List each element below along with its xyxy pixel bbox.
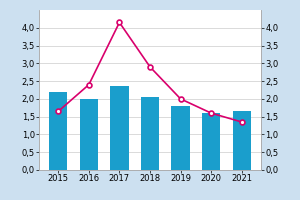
Bar xyxy=(110,86,129,170)
Bar xyxy=(171,106,190,170)
Bar xyxy=(80,99,98,170)
Bar xyxy=(141,97,159,170)
Bar xyxy=(202,113,220,170)
Bar xyxy=(49,92,68,170)
Bar xyxy=(232,111,251,170)
